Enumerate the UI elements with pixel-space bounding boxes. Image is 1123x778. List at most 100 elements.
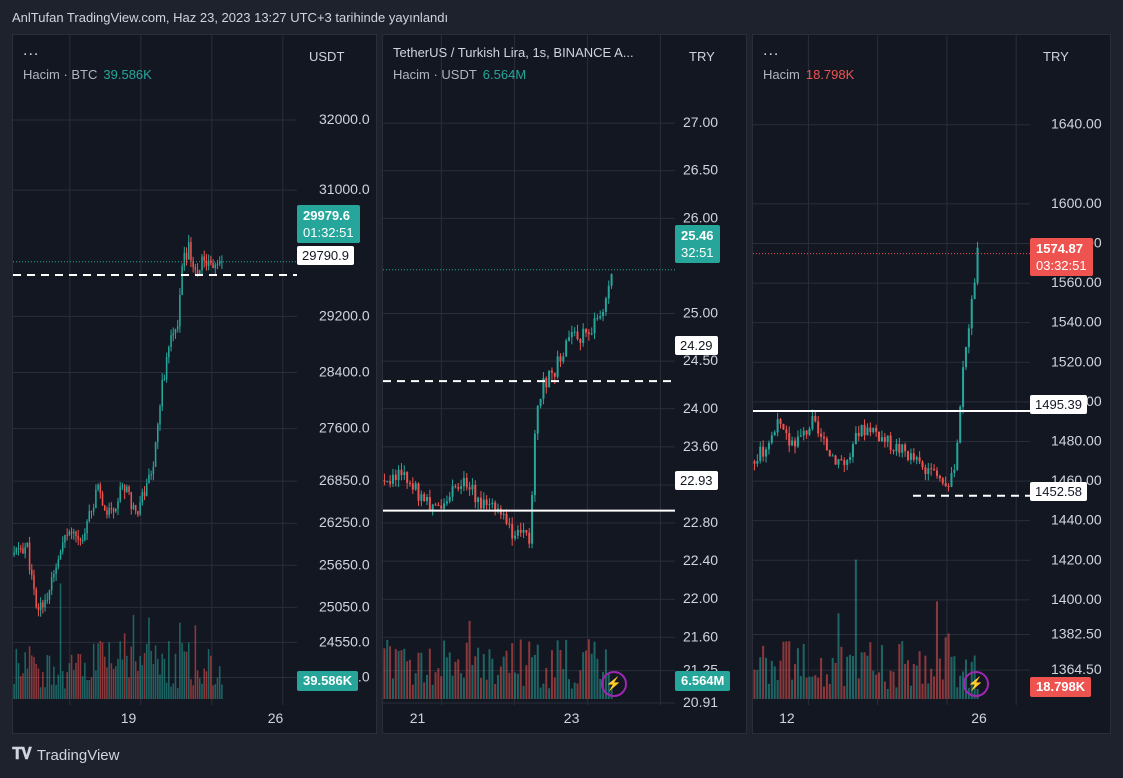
tradingview-logo[interactable]: 𝐓𝐕 TradingView: [12, 746, 119, 764]
volume-bar: [944, 637, 947, 699]
candle-body: [44, 600, 46, 608]
hline-label[interactable]: 29790.9: [297, 246, 354, 265]
candle-body: [50, 577, 53, 591]
candle-body: [938, 475, 941, 479]
volume-bar: [394, 649, 397, 699]
hline-label-upper[interactable]: 24.29: [675, 336, 718, 355]
candle-body: [599, 316, 602, 319]
volume-bar: [822, 686, 826, 699]
hline-label-upper[interactable]: 1495.39: [1030, 395, 1087, 414]
volume-legend-value: 39.586K: [103, 67, 152, 82]
last-price-box: 29979.6 01:32:51: [297, 205, 360, 243]
candle-body: [872, 427, 875, 433]
volume-bar: [108, 642, 110, 699]
volume-legend-label: Hacim · USDT: [393, 67, 477, 82]
volume-bar: [112, 668, 115, 699]
candle-body: [17, 548, 20, 550]
candle-body: [576, 331, 579, 340]
candle-body: [99, 484, 102, 494]
volume-bar: [139, 656, 141, 699]
candle-body: [431, 504, 434, 511]
currency-label: TRY: [689, 49, 715, 64]
volume-bar: [214, 684, 217, 699]
candle-body: [933, 469, 936, 471]
y-tick-label: 20.91: [683, 694, 718, 710]
volume-bar: [400, 650, 403, 699]
chart-panel-try[interactable]: 1640.001600.001580.001560.001540.001520.…: [752, 34, 1111, 734]
y-tick-label: 29200.0: [319, 307, 370, 323]
candle-body: [196, 269, 199, 276]
candle-body: [950, 473, 953, 487]
candle-body: [389, 480, 392, 484]
candle-body: [68, 531, 71, 536]
volume-bar: [210, 655, 212, 699]
volume-bar: [834, 662, 837, 699]
y-tick-label: 26.00: [683, 209, 718, 225]
candle-body: [565, 340, 568, 357]
candle-body: [84, 533, 86, 541]
volume-bar: [192, 685, 194, 699]
volume-bar: [128, 677, 130, 699]
candle-body: [494, 502, 497, 511]
volume-bar: [559, 649, 562, 699]
candle-body: [457, 487, 460, 489]
y-tick-label: 1560.00: [1051, 274, 1102, 290]
candle-body: [785, 429, 788, 434]
chart-panel-usdttry[interactable]: 27.0026.5026.0025.0024.5024.0023.6023.20…: [382, 34, 747, 734]
volume-bar: [97, 643, 99, 699]
volume-bar: [95, 670, 97, 699]
candle-body: [533, 433, 536, 496]
hline-label-lower[interactable]: 22.93: [675, 471, 718, 490]
volume-bar: [953, 656, 956, 699]
volume-bar: [106, 667, 108, 699]
volume-legend-value: 6.564M: [482, 67, 527, 82]
candle-body: [491, 502, 494, 505]
volume-bar: [941, 679, 944, 699]
candle-body: [55, 567, 57, 575]
chart-canvas[interactable]: 27.0026.5026.0025.0024.5024.0023.6023.20…: [383, 35, 746, 733]
volume-bar: [471, 664, 474, 699]
symbol-title[interactable]: TetherUS / Turkish Lira, 1s, BINANCE A..…: [393, 45, 634, 60]
candle-body: [157, 424, 159, 443]
candle-body: [837, 459, 840, 465]
volume-bar: [788, 641, 791, 699]
candle-body: [505, 513, 508, 524]
candle-body: [587, 332, 590, 335]
y-tick-label: 1640.00: [1051, 116, 1102, 132]
candle-body: [796, 436, 799, 447]
candle-body: [793, 440, 797, 447]
volume-bar: [451, 675, 454, 699]
volume-bar: [915, 665, 918, 699]
candle-body: [391, 474, 394, 484]
hline-label-lower[interactable]: 1452.58: [1030, 482, 1087, 501]
chart-panel-btc[interactable]: 32000.0 31000.0 29200.0 28400.0 27600.0 26850…: [12, 34, 377, 734]
chart-canvas[interactable]: 1640.001600.001580.001560.001540.001520.…: [753, 35, 1110, 733]
volume-bar: [785, 641, 788, 699]
volume-bar: [44, 687, 46, 699]
volume-bar: [585, 650, 588, 699]
lightning-icon[interactable]: ⚡: [963, 671, 989, 697]
volume-bar: [440, 676, 443, 699]
volume-bar: [883, 681, 886, 699]
volume-bar: [176, 688, 179, 699]
volume-bar: [183, 651, 186, 699]
candle-body: [889, 435, 892, 451]
volume-bar: [849, 654, 852, 699]
candle-body: [477, 497, 480, 503]
volume-bar: [854, 559, 857, 699]
chart-canvas[interactable]: 32000.0 31000.0 29200.0 28400.0 27600.0 26850…: [13, 35, 376, 733]
last-price: 25.46: [681, 228, 714, 243]
legend-menu-dots[interactable]: ...: [23, 42, 40, 59]
volume-bar: [205, 671, 208, 699]
volume-bar: [468, 620, 471, 699]
x-tick-label: 26: [971, 710, 987, 726]
volume-bar: [582, 652, 585, 699]
candle-body: [590, 333, 593, 335]
lightning-icon[interactable]: ⚡: [601, 671, 627, 697]
y-tick-label: 32000.0: [319, 111, 370, 127]
legend-menu-dots[interactable]: ...: [763, 42, 780, 59]
y-tick-label: 25650.0: [319, 556, 370, 572]
y-tick-label: 27.00: [683, 114, 718, 130]
candle-body: [108, 507, 110, 515]
candle-body: [42, 602, 44, 608]
